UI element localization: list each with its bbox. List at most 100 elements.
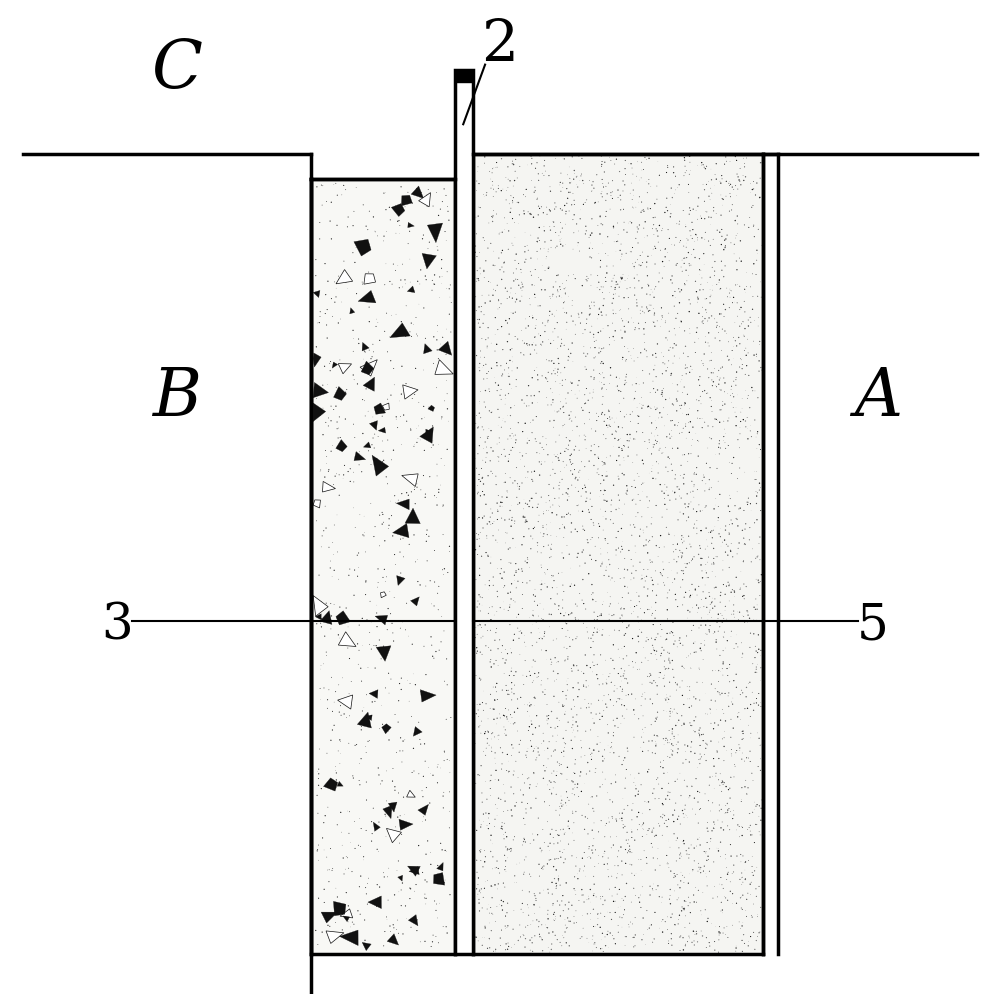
Point [734, 779, 750, 795]
Point [330, 743, 346, 758]
Point [634, 805, 650, 821]
Point [527, 329, 543, 345]
Point [569, 418, 585, 434]
Point [697, 483, 713, 499]
Point [328, 175, 344, 191]
Point [662, 839, 678, 855]
Point [729, 338, 745, 354]
Point [651, 218, 667, 234]
Point [428, 643, 444, 659]
Point [546, 871, 562, 887]
Point [524, 424, 540, 440]
Point [544, 568, 560, 583]
Point [436, 181, 452, 197]
Point [551, 356, 567, 372]
Point [309, 179, 325, 195]
Point [663, 732, 679, 747]
Point [560, 649, 576, 665]
Point [693, 276, 709, 292]
Point [571, 373, 587, 389]
Point [736, 173, 752, 189]
Point [387, 782, 403, 798]
Point [585, 384, 601, 400]
Point [746, 924, 762, 940]
Point [696, 469, 712, 485]
Point [475, 452, 491, 468]
Point [740, 607, 756, 623]
Point [527, 927, 543, 943]
Point [675, 901, 691, 916]
Point [611, 492, 627, 508]
Point [344, 864, 360, 880]
Point [351, 445, 367, 461]
Point [702, 390, 718, 406]
Point [550, 868, 566, 884]
Point [500, 541, 516, 557]
Point [707, 591, 723, 607]
Point [438, 712, 454, 728]
Point [726, 857, 742, 873]
Point [611, 561, 627, 577]
Point [407, 677, 423, 693]
Point [510, 932, 526, 948]
Point [660, 222, 676, 238]
Point [686, 489, 702, 505]
Point [635, 202, 651, 218]
Point [699, 555, 715, 571]
Point [744, 684, 760, 700]
Point [686, 723, 702, 739]
Point [554, 202, 570, 218]
Point [311, 315, 327, 331]
Point [381, 511, 397, 527]
Point [665, 544, 681, 560]
Point [684, 734, 700, 749]
Point [729, 743, 745, 758]
Point [716, 739, 732, 754]
Point [631, 468, 647, 484]
Point [472, 589, 488, 605]
Point [685, 801, 701, 817]
Point [504, 156, 520, 172]
Point [402, 675, 418, 691]
Point [711, 372, 727, 388]
Point [611, 383, 627, 399]
Point [513, 261, 529, 277]
Point [515, 279, 531, 295]
Point [678, 407, 694, 422]
Point [493, 419, 509, 435]
Point [482, 780, 498, 796]
Point [673, 787, 689, 803]
Point [610, 917, 626, 933]
Point [386, 633, 402, 649]
Point [735, 819, 751, 835]
Point [687, 724, 703, 740]
Point [532, 840, 548, 856]
Point [354, 638, 370, 654]
Point [666, 348, 682, 364]
Point [426, 276, 442, 292]
Point [519, 398, 535, 414]
Point [634, 484, 650, 500]
Point [678, 584, 694, 600]
Point [674, 263, 690, 279]
Point [726, 802, 742, 818]
Point [471, 884, 487, 900]
Point [503, 707, 519, 723]
Point [324, 863, 340, 879]
Point [681, 321, 697, 337]
Point [704, 530, 720, 546]
Point [556, 929, 572, 945]
Point [587, 918, 603, 934]
Point [668, 869, 684, 885]
Point [682, 536, 698, 552]
Point [587, 446, 603, 462]
Point [748, 572, 764, 587]
Point [355, 392, 371, 408]
Point [346, 372, 362, 388]
Point [328, 914, 344, 930]
Point [644, 461, 660, 477]
Point [483, 922, 499, 938]
Point [547, 195, 563, 211]
Point [716, 242, 732, 257]
Point [571, 464, 587, 480]
